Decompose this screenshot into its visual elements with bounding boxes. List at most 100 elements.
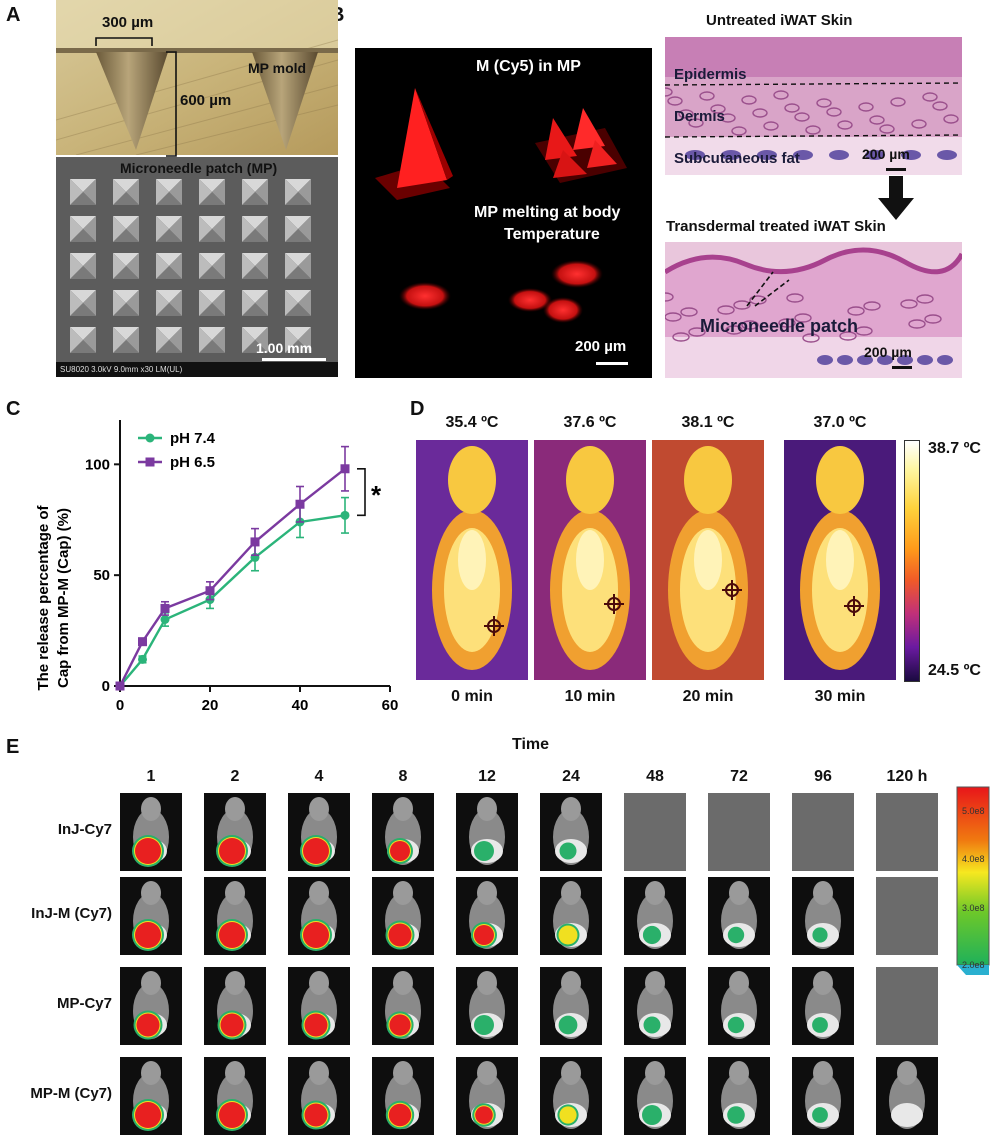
mouse-image-cell bbox=[624, 877, 686, 955]
significance-star: * bbox=[371, 480, 382, 510]
thermal-image-2 bbox=[652, 440, 764, 680]
x-tick-label: 0 bbox=[116, 697, 124, 714]
fluor-title: M (Cy5) in MP bbox=[476, 58, 581, 75]
untreated-title: Untreated iWAT Skin bbox=[706, 12, 853, 29]
mouse-image-cell bbox=[288, 793, 350, 871]
mouse-image-cell bbox=[372, 1057, 434, 1135]
legend-label: pH 6.5 bbox=[170, 454, 215, 471]
untreated-scale-label: 200 µm bbox=[862, 146, 910, 162]
fluor-scale-bar bbox=[596, 362, 628, 365]
empty-image-cell bbox=[876, 877, 938, 955]
data-point bbox=[340, 510, 350, 520]
y-tick-label: 100 bbox=[85, 456, 110, 473]
treated-scale-label: 200 µm bbox=[864, 344, 912, 360]
empty-image-cell bbox=[624, 793, 686, 871]
x-tick-label: 40 bbox=[292, 697, 309, 714]
row-label-3: MP-M (Cy7) bbox=[30, 1085, 112, 1102]
mouse-image-cell bbox=[792, 1057, 854, 1135]
untreated-scale-bar bbox=[886, 168, 906, 171]
y-tick-label: 50 bbox=[93, 567, 110, 584]
thermal-temp-1: 37.6 ºC bbox=[563, 414, 617, 431]
x-tick-label: 20 bbox=[202, 697, 219, 714]
treated-label: Microneedle patch bbox=[700, 316, 859, 336]
mold-label: MP mold bbox=[248, 60, 307, 76]
time-title: Time bbox=[512, 736, 550, 753]
data-point bbox=[115, 681, 125, 691]
ivis-colorbar bbox=[956, 786, 990, 976]
thermal-temp-3: 37.0 ºC bbox=[813, 414, 867, 431]
mouse-image-cell bbox=[456, 877, 518, 955]
row-label-1: InJ-M (Cy7) bbox=[31, 905, 112, 922]
time-column-8: 96 bbox=[814, 768, 832, 785]
mouse-image-cell bbox=[372, 967, 434, 1045]
time-column-9: 120 h bbox=[886, 768, 928, 785]
thermal-temp-0: 35.4 ºC bbox=[445, 414, 499, 431]
significance-bracket bbox=[357, 467, 366, 517]
untreated-histology bbox=[657, 37, 963, 175]
treated-histology bbox=[656, 242, 965, 378]
melt-label-2: Temperature bbox=[504, 226, 600, 243]
mouse-image-cell bbox=[540, 793, 602, 871]
chart-ylabel-1: The release percentage of bbox=[35, 504, 52, 690]
mouse-image-cell bbox=[120, 967, 182, 1045]
data-point bbox=[160, 603, 170, 613]
mouse-image-cell bbox=[120, 793, 182, 871]
mouse-image-cell bbox=[708, 877, 770, 955]
time-column-5: 24 bbox=[562, 768, 580, 785]
data-point bbox=[340, 464, 350, 474]
mouse-image-cell bbox=[456, 793, 518, 871]
empty-image-cell bbox=[708, 793, 770, 871]
mouse-image-cell bbox=[288, 877, 350, 955]
mouse-image-cell bbox=[792, 967, 854, 1045]
thermal-time-2: 20 min bbox=[682, 688, 734, 705]
empty-image-cell bbox=[876, 793, 938, 871]
treated-scale-bar bbox=[892, 366, 912, 369]
mouse-image-cell bbox=[708, 967, 770, 1045]
legend-marker bbox=[145, 457, 155, 467]
thermal-image-1 bbox=[534, 440, 646, 680]
patch-label: Microneedle patch (MP) bbox=[120, 160, 278, 176]
time-column-4: 12 bbox=[478, 768, 496, 785]
data-point bbox=[295, 499, 305, 509]
mouse-image-cell bbox=[624, 1057, 686, 1135]
fat-label: Subcutaneous fat bbox=[674, 150, 800, 167]
row-label-2: MP-Cy7 bbox=[56, 995, 112, 1012]
sem-image bbox=[56, 157, 338, 377]
legend-label: pH 7.4 bbox=[170, 430, 216, 447]
thermal-time-1: 10 min bbox=[564, 688, 616, 705]
thermal-image-0 bbox=[416, 440, 528, 680]
time-column-7: 72 bbox=[730, 768, 748, 785]
empty-image-cell bbox=[876, 967, 938, 1045]
mouse-image-cell bbox=[876, 1057, 938, 1135]
row-label-0: InJ-Cy7 bbox=[57, 821, 112, 838]
mouse-image-cell bbox=[456, 1057, 518, 1135]
colorbar-max: 38.7 ºC bbox=[928, 440, 981, 457]
fluor-scale-label: 200 µm bbox=[575, 338, 627, 355]
thermal-time-3: 30 min bbox=[814, 688, 866, 705]
panel-label-a: A bbox=[6, 4, 21, 26]
data-point bbox=[250, 537, 260, 547]
mouse-image-cell bbox=[540, 1057, 602, 1135]
mouse-image-cell bbox=[372, 877, 434, 955]
time-column-6: 48 bbox=[646, 768, 664, 785]
height-label: 600 µm bbox=[180, 92, 232, 109]
panel-label-e: E bbox=[6, 736, 20, 758]
mouse-image-cell bbox=[204, 1057, 266, 1135]
time-column-2: 4 bbox=[314, 768, 324, 785]
mouse-image-cell bbox=[204, 793, 266, 871]
thermal-image-3 bbox=[784, 440, 896, 680]
mold-photo bbox=[55, 0, 339, 156]
panel-label-c: C bbox=[6, 398, 21, 420]
sem-footer: SU8020 3.0kV 9.0mm x30 LM(UL) bbox=[60, 365, 183, 374]
ivis-scale-tick-2: 3.0e8 bbox=[962, 903, 985, 913]
width-label: 300 µm bbox=[102, 14, 154, 31]
mouse-image-cell bbox=[120, 877, 182, 955]
thermal-temp-2: 38.1 ºC bbox=[681, 414, 735, 431]
ivis-scale-tick-1: 4.0e8 bbox=[962, 854, 985, 864]
melt-label-1: MP melting at body bbox=[474, 204, 621, 221]
data-point bbox=[138, 654, 147, 664]
mouse-image-cell bbox=[204, 877, 266, 955]
sem-scale-bar bbox=[262, 358, 326, 361]
down-arrow-icon bbox=[878, 176, 914, 220]
legend-marker bbox=[145, 433, 155, 443]
